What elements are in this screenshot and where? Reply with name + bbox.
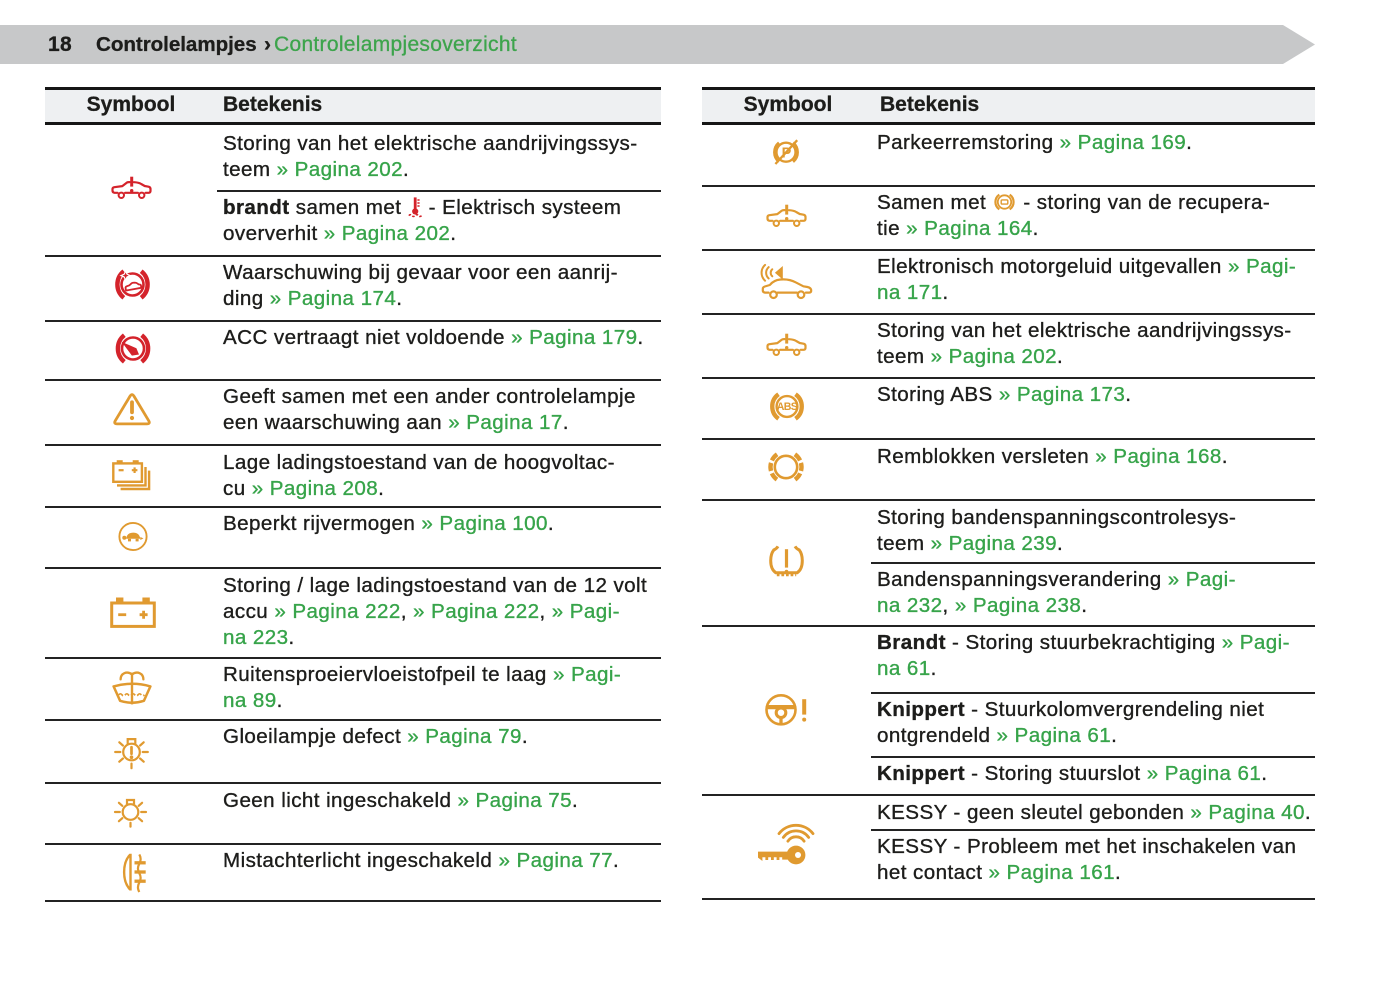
svg-text:ABS: ABS: [777, 401, 798, 413]
svg-text:P: P: [782, 146, 792, 162]
